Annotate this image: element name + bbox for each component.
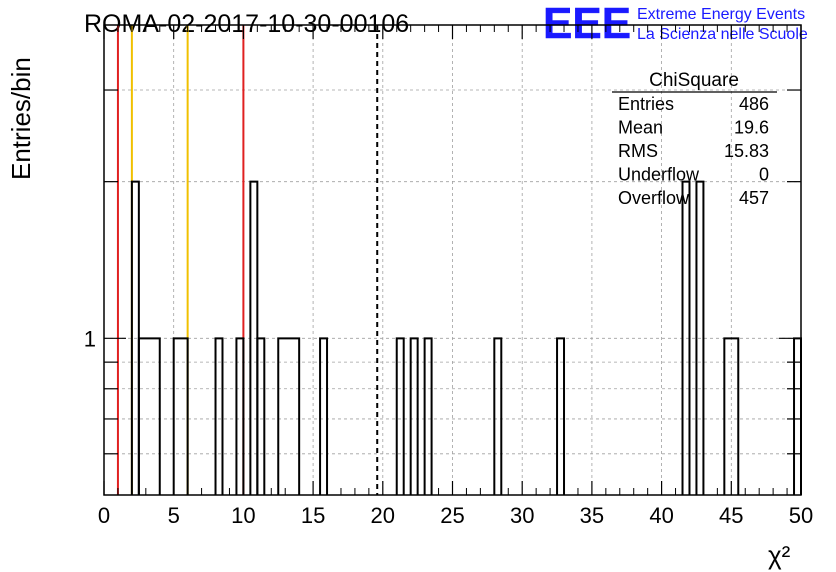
stats-row-value: 457	[739, 188, 769, 208]
histogram-bar	[681, 180, 691, 495]
histogram-bar	[277, 337, 301, 495]
histogram-bar	[172, 337, 189, 495]
x-tick-label: 45	[719, 503, 743, 528]
histogram-bar	[319, 337, 329, 495]
stats-row-value: 0	[759, 165, 769, 185]
chart-title: ROMA-02-2017-10-30-00106	[84, 10, 409, 38]
stats-row-value: 19.6	[734, 118, 769, 138]
histogram-bar	[137, 337, 161, 495]
y-tick-labels: 1	[84, 326, 96, 351]
histogram-bar	[556, 337, 566, 495]
y-tick-label: 1	[84, 326, 96, 351]
stats-title: ChiSquare	[649, 70, 739, 91]
logo-line-1: Extreme Energy Events	[637, 6, 805, 23]
x-axis-label: χ²	[768, 540, 791, 570]
histogram-bar	[409, 337, 419, 495]
y-axis-label: Entries/bin	[6, 57, 36, 180]
histogram-bar	[695, 180, 705, 495]
x-tick-label: 40	[649, 503, 673, 528]
stats-box: ChiSquare Entries 486 Mean 19.6 RMS 15.83 Unde…	[612, 70, 777, 208]
histogram-bar	[235, 337, 245, 495]
histogram-bar	[256, 337, 266, 495]
logo-letters: EEE	[543, 0, 631, 48]
logo-line-2: La Scienza nelle Scuole	[637, 26, 808, 43]
x-tick-label: 20	[371, 503, 395, 528]
eee-logo: EEE Extreme Energy Events La Scienza nel…	[543, 0, 808, 48]
stats-row-label: Underflow	[618, 165, 700, 185]
x-tick-label: 50	[789, 503, 813, 528]
stats-row-label: Overflow	[618, 188, 690, 208]
plot-frame	[103, 24, 802, 496]
marker-lines	[116, 25, 379, 495]
stats-row-value: 15.83	[724, 141, 769, 161]
histogram-bar	[395, 337, 405, 495]
x-tick-label: 30	[510, 503, 534, 528]
x-tick-label: 15	[301, 503, 325, 528]
stats-row-label: Mean	[618, 118, 663, 138]
histogram-bar	[214, 337, 224, 495]
histogram-bar	[423, 337, 433, 495]
histogram-bar	[493, 337, 503, 495]
x-tick-label: 5	[168, 503, 180, 528]
grid-lines	[104, 25, 801, 495]
x-tick-label: 0	[98, 503, 110, 528]
x-tick-label: 25	[440, 503, 464, 528]
x-tick-label: 10	[231, 503, 255, 528]
x-tick-labels: 0 5 10 15 20 25 30 35 40 45 50	[98, 503, 813, 528]
stats-row-label: Entries	[618, 94, 674, 114]
histogram-bar	[723, 337, 740, 495]
stats-row-value: 486	[739, 94, 769, 114]
stats-row-label: RMS	[618, 141, 658, 161]
x-tick-label: 35	[580, 503, 604, 528]
